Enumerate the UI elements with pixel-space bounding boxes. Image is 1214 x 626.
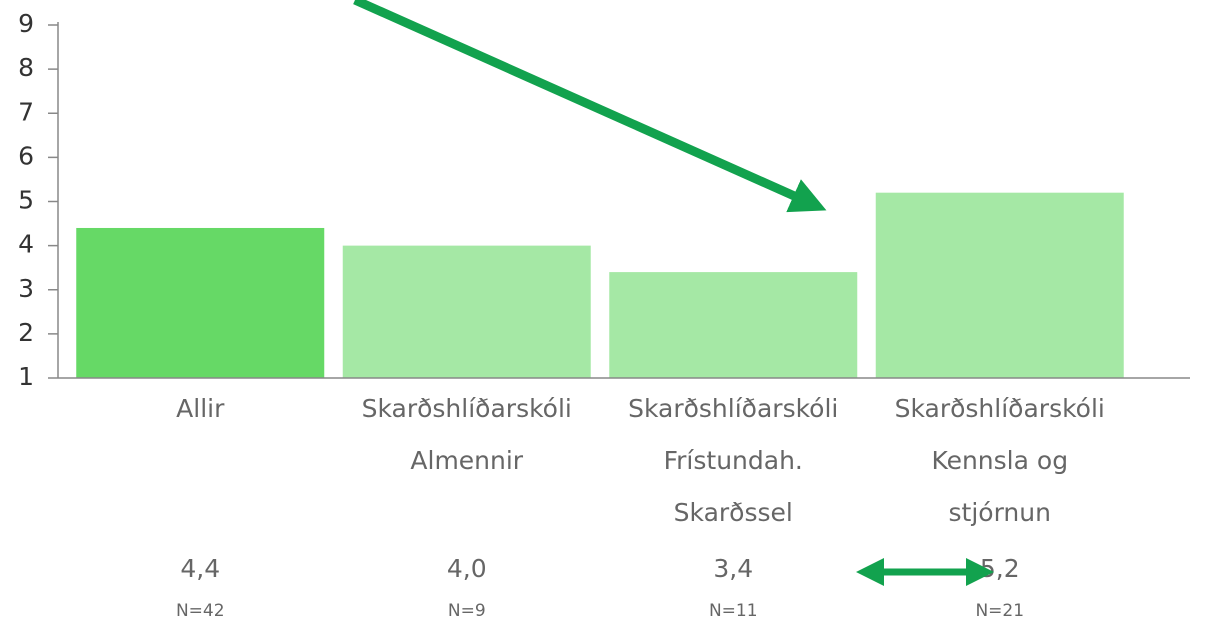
value-label: 4,0 (447, 554, 487, 583)
y-tick-label: 5 (18, 186, 34, 215)
x-tick-label: Frístundah. (664, 446, 803, 475)
x-tick-label: Kennsla og (931, 446, 1068, 475)
y-tick-label: 1 (18, 362, 34, 391)
value-label: 5,2 (980, 554, 1020, 583)
y-tick-label: 8 (18, 53, 34, 82)
x-tick-label: stjórnun (949, 498, 1051, 527)
plot: 1 2 3 4 5 6 7 8 9 Allir 4,4 N=42 Skarðshlíðarskóli Al… (18, 9, 1124, 621)
n-label: N=42 (176, 601, 225, 621)
value-label: 3,4 (713, 554, 753, 583)
arrow (353, 0, 827, 213)
y-tick-label: 2 (18, 318, 34, 347)
value-label: 4,4 (180, 554, 220, 583)
bar (342, 245, 591, 378)
x-tick-label: Skarðssel (674, 498, 793, 527)
x-tick-label: Allir (176, 394, 225, 423)
n-label: N=21 (975, 601, 1024, 621)
x-tick-label: Almennir (410, 446, 523, 475)
x-tick-label: Skarðshlíðarskóli (362, 394, 572, 423)
x-tick-label: Skarðshlíðarskóli (895, 394, 1105, 423)
y-tick-label: 7 (18, 97, 34, 126)
y-tick-label: 9 (18, 9, 34, 38)
x-tick-label: Skarðshlíðarskóli (628, 394, 838, 423)
bar (609, 272, 858, 378)
n-label: N=9 (448, 601, 486, 621)
bar (76, 227, 325, 378)
y-tick-label: 6 (18, 141, 34, 170)
bar (875, 192, 1124, 378)
y-tick-label: 4 (18, 230, 34, 259)
n-label: N=11 (709, 601, 758, 621)
y-tick-label: 3 (18, 274, 34, 303)
